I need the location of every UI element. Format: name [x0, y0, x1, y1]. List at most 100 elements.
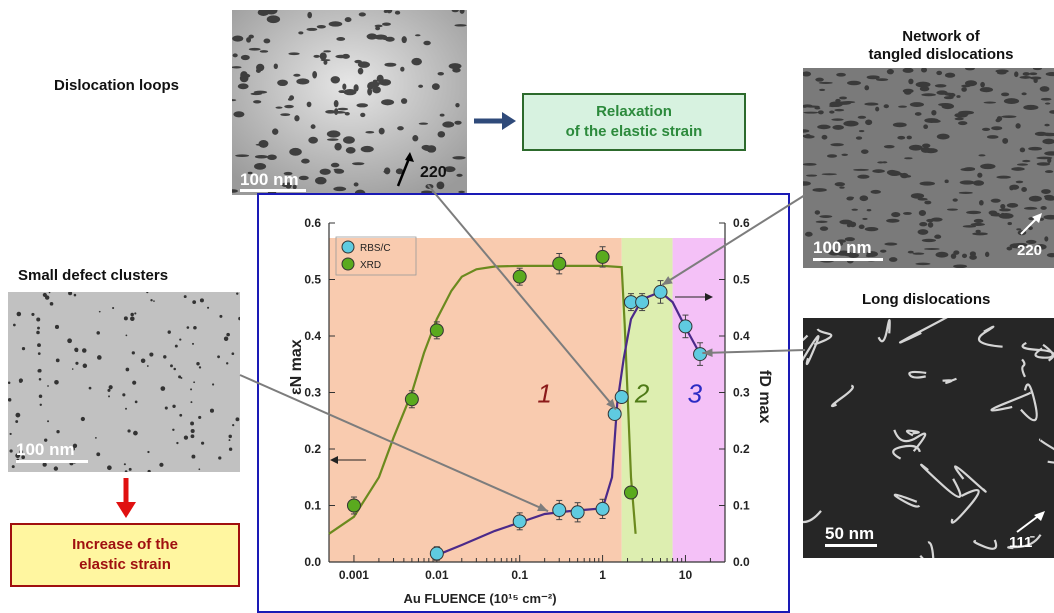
tangled-dislocation [962, 225, 977, 228]
long-dislocation-line [1021, 341, 1054, 362]
tangled-dislocation [953, 264, 968, 268]
defect-cluster [47, 385, 49, 387]
dislocation-loop [454, 24, 467, 27]
data-point-rbsc [595, 501, 610, 516]
long-dislocations-label: Long dislocations [862, 291, 991, 308]
defect-cluster [147, 469, 151, 472]
arrow-220-loops [396, 152, 414, 187]
dislocation-loops-label: Dislocation loops [54, 77, 180, 94]
long-dislocation-line [920, 463, 962, 498]
tangled-dislocation [805, 133, 811, 139]
tangled-dislocation [1036, 156, 1053, 160]
dislocation-loop [431, 83, 440, 90]
dislocation-loop [378, 127, 385, 135]
dislocation-loop [442, 121, 455, 128]
tangled-dislocation [1043, 194, 1054, 199]
tangled-dislocation [1023, 104, 1039, 110]
defect-cluster [180, 376, 183, 379]
dislocation-loop [412, 135, 419, 142]
tangled-dislocation [1011, 167, 1025, 171]
tangled-dislocation [843, 120, 859, 127]
tangled-dislocation [1001, 115, 1017, 118]
y-tick-label-right: 0.4 [733, 329, 750, 343]
tangled-dislocation [814, 210, 821, 215]
dislocation-loop [374, 34, 388, 40]
tangled-dislocation [969, 254, 977, 260]
long-dislocation-line [830, 384, 854, 408]
tangled-dislocation [917, 197, 928, 201]
dislocation-loop [459, 10, 465, 14]
tangled-dislocation [1044, 170, 1054, 174]
tangled-dislocation [926, 218, 934, 223]
tangled-dislocation [805, 174, 818, 177]
miller-index-loops: 220 [420, 164, 447, 181]
tangled-dislocation [995, 69, 1009, 73]
legend-label: RBS/C [360, 243, 391, 254]
long-dislocation-line [908, 370, 927, 379]
tangled-dislocation [883, 104, 889, 109]
dislocation-loop [315, 176, 327, 185]
data-point-xrd [623, 485, 638, 500]
arrow-220-network [1020, 213, 1042, 235]
dislocation-loop [397, 126, 404, 131]
region-label-2: 2 [634, 379, 650, 409]
dislocation-loop [232, 99, 237, 102]
dislocation-loop [343, 88, 357, 96]
dislocation-loop [353, 84, 359, 92]
tangled-dislocation [819, 88, 826, 92]
tangled-dislocation [888, 170, 901, 177]
defect-cluster [228, 439, 231, 442]
dislocation-loop [337, 107, 349, 111]
tangled-dislocation [936, 133, 950, 140]
tangled-dislocation [936, 90, 948, 95]
tangled-dislocation [821, 134, 828, 140]
tangled-dislocation [921, 68, 928, 73]
defect-cluster [72, 443, 78, 448]
long-dislocation-line [898, 318, 948, 344]
x-tick-label: 0.01 [425, 568, 449, 582]
tangled-dislocation [1043, 214, 1054, 220]
tangled-dislocation [803, 129, 810, 133]
defect-cluster [38, 394, 43, 399]
dislocation-loop [269, 15, 275, 18]
legend-box [335, 236, 417, 276]
tangled-dislocation [921, 238, 937, 243]
tangled-dislocation [917, 229, 929, 235]
defect-cluster [146, 292, 149, 294]
defect-cluster [190, 434, 195, 439]
tangled-dislocation [841, 153, 849, 156]
defect-cluster [67, 338, 72, 344]
data-point-xrd [512, 269, 527, 284]
tangled-dislocation [908, 144, 923, 151]
dislocation-loop [418, 122, 429, 125]
defect-cluster [123, 316, 128, 321]
dislocation-loop [439, 113, 445, 117]
long-dislocation-line [977, 325, 1003, 348]
defect-cluster [150, 299, 153, 302]
region-3 [672, 238, 725, 562]
dislocation-loop [330, 162, 340, 168]
tangled-dislocation [864, 85, 870, 91]
dislocation-loop [257, 10, 270, 16]
tangled-dislocation [834, 182, 846, 187]
defect-cluster [19, 380, 22, 383]
region-label-1: 1 [537, 379, 551, 409]
micrograph-dislocation-loops: 100 nm 220 [232, 10, 467, 195]
data-point-rbsc [653, 284, 668, 299]
dislocation-loop [283, 171, 293, 176]
tangled-dislocation [927, 222, 934, 228]
dislocation-loop [356, 103, 369, 108]
tangled-dislocation [891, 212, 901, 218]
dislocation-loop [353, 182, 359, 187]
defect-cluster [190, 428, 195, 434]
y-tick-label-left: 0.5 [304, 273, 321, 287]
defect-cluster [163, 355, 167, 359]
dislocation-loop [258, 140, 269, 148]
tangled-dislocation [955, 112, 969, 117]
defect-cluster [128, 467, 132, 471]
defect-cluster [209, 408, 215, 413]
tangled-dislocation [846, 196, 854, 201]
defect-cluster [178, 375, 182, 379]
tangled-dislocation [959, 180, 975, 185]
tangled-dislocation [1016, 163, 1029, 166]
